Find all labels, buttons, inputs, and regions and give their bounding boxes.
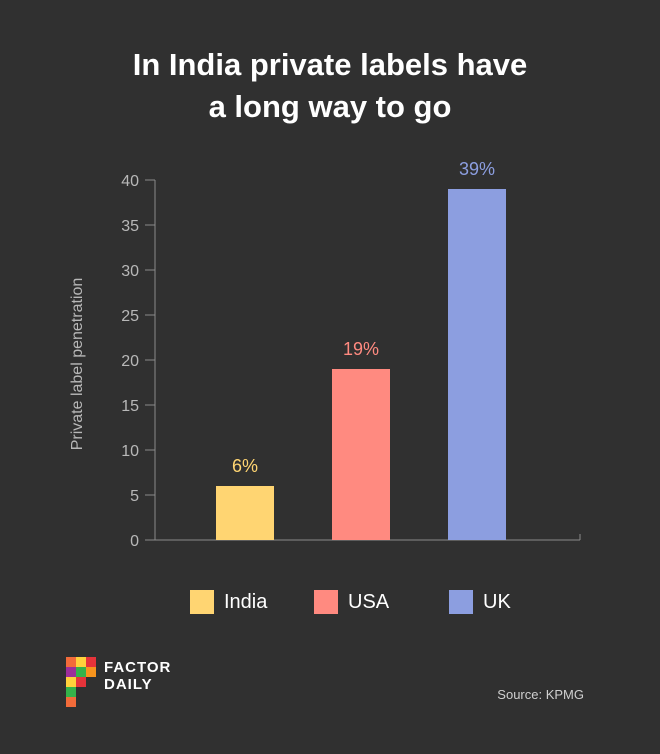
- source-note: Source: KPMG: [497, 687, 584, 702]
- chart-title-line-1: In India private labels have: [132, 47, 528, 82]
- y-tick-label: 15: [121, 398, 139, 415]
- legend-item-india: India: [190, 590, 267, 614]
- bar-uk: [448, 189, 506, 540]
- legend-swatch-usa: [314, 590, 338, 614]
- factor-daily-logo: FACTOR DAILY: [66, 657, 186, 707]
- y-axis-title: Private label penetration: [69, 278, 86, 451]
- chart-title: In India private labels have a long way …: [0, 44, 660, 128]
- factor-daily-logo-mark: [66, 657, 96, 707]
- y-tick-label: 10: [121, 443, 139, 460]
- legend-label-india: India: [224, 590, 268, 613]
- y-tick-label: 0: [130, 533, 139, 550]
- legend-swatch-uk: [449, 590, 473, 614]
- y-tick-label: 25: [121, 308, 139, 325]
- legend-swatch-india: [190, 590, 214, 614]
- data-label-usa: 19%: [343, 339, 379, 359]
- logo-text-line-2: DAILY: [104, 676, 153, 693]
- y-tick-label: 30: [121, 263, 139, 280]
- bar-usa: [332, 369, 390, 540]
- data-label-india: 6%: [232, 456, 258, 476]
- y-tick-label: 35: [121, 218, 139, 235]
- y-tick-label: 40: [121, 173, 139, 190]
- legend-label-usa: USA: [348, 590, 390, 613]
- legend-label-uk: UK: [483, 590, 511, 613]
- y-tick-label: 20: [121, 353, 139, 370]
- bar-india: [216, 486, 274, 540]
- data-label-uk: 39%: [459, 159, 495, 179]
- legend-item-usa: USA: [314, 590, 389, 614]
- chart-title-line-2: a long way to go: [208, 89, 452, 124]
- factor-daily-logo-text: FACTOR DAILY: [104, 659, 171, 693]
- logo-text-line-1: FACTOR: [104, 659, 172, 676]
- bar-chart: 0 5 10 15 20 25 30 35 40 Private label penetratio…: [69, 159, 581, 550]
- y-tick-label: 5: [130, 488, 139, 505]
- legend-item-uk: UK: [449, 590, 511, 614]
